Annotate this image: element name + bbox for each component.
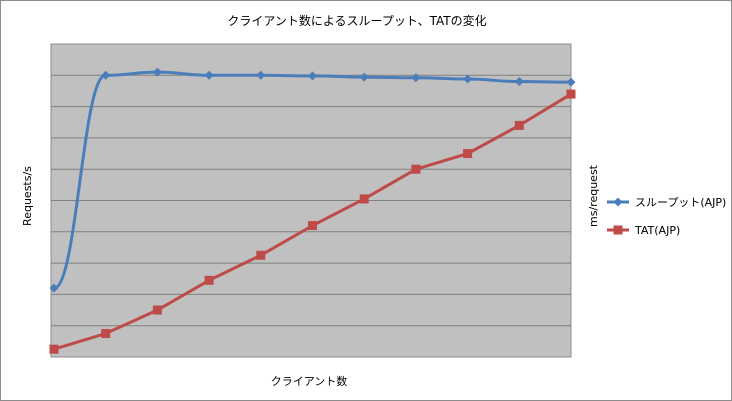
data-point bbox=[463, 74, 473, 84]
x-axis-title: クライアント数 bbox=[271, 375, 348, 388]
data-point bbox=[49, 283, 59, 293]
data-point bbox=[463, 149, 473, 159]
data-point bbox=[152, 67, 162, 77]
y-axis-left-title: Requests/s bbox=[21, 166, 34, 226]
series-layer bbox=[49, 67, 576, 354]
data-point bbox=[101, 70, 111, 80]
data-point bbox=[49, 344, 59, 354]
data-point bbox=[256, 70, 266, 80]
data-point bbox=[566, 89, 576, 99]
data-point bbox=[566, 77, 576, 87]
chart-title: クライアント数によるスループット、TATの変化 bbox=[227, 13, 486, 28]
legend-label: TAT(AJP) bbox=[634, 224, 680, 237]
data-point bbox=[308, 221, 317, 231]
data-point bbox=[256, 250, 266, 260]
data-point bbox=[411, 73, 421, 83]
data-point bbox=[308, 71, 317, 81]
data-point bbox=[101, 329, 111, 339]
legend: スループット(AJP) TAT(AJP) bbox=[607, 196, 726, 237]
legend-marker bbox=[613, 225, 623, 235]
data-point bbox=[514, 77, 524, 87]
y-axis-right-title: ms/request bbox=[587, 164, 600, 227]
data-point bbox=[152, 305, 162, 315]
data-point bbox=[359, 72, 369, 82]
data-point bbox=[359, 194, 369, 204]
legend-label: スループット(AJP) bbox=[635, 196, 726, 209]
data-point bbox=[204, 275, 214, 285]
data-point bbox=[204, 70, 214, 80]
data-point bbox=[514, 120, 524, 130]
legend-marker bbox=[613, 197, 623, 207]
data-point bbox=[411, 164, 421, 174]
